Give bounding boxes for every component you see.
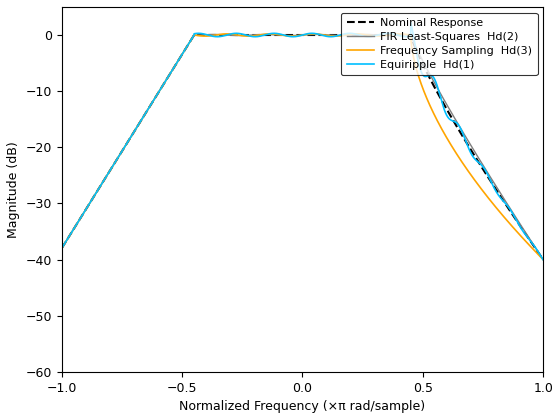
FIR Least-Squares  Hd(2) <box>264 32 271 37</box>
Equiripple  Hd(1) <box>408 24 415 29</box>
FIR Least-Squares  Hd(2) <box>501 197 508 202</box>
FIR Least-Squares  Hd(2) <box>525 234 532 239</box>
Line: FIR Least-Squares  Hd(2): FIR Least-Squares Hd(2) <box>62 34 543 260</box>
Frequency Sampling  Hd(3) <box>525 241 532 247</box>
FIR Least-Squares  Hd(2) <box>260 32 267 37</box>
Nominal Response <box>264 32 271 37</box>
Frequency Sampling  Hd(3) <box>408 43 415 48</box>
Frequency Sampling  Hd(3) <box>260 32 267 37</box>
Y-axis label: Magnitude (dB): Magnitude (dB) <box>7 141 20 238</box>
Frequency Sampling  Hd(3) <box>540 257 547 262</box>
Frequency Sampling  Hd(3) <box>58 246 65 251</box>
FIR Least-Squares  Hd(2) <box>287 33 294 38</box>
Frequency Sampling  Hd(3) <box>287 34 294 39</box>
Legend: Nominal Response, FIR Least-Squares  Hd(2), Frequency Sampling  Hd(3), Equirippl: Nominal Response, FIR Least-Squares Hd(2… <box>341 13 538 75</box>
Nominal Response <box>501 200 508 205</box>
FIR Least-Squares  Hd(2) <box>58 246 65 251</box>
Line: Equiripple  Hd(1): Equiripple Hd(1) <box>62 22 543 260</box>
X-axis label: Normalized Frequency (×π rad/sample): Normalized Frequency (×π rad/sample) <box>179 400 426 413</box>
FIR Least-Squares  Hd(2) <box>540 257 547 262</box>
Nominal Response <box>58 246 65 251</box>
Equiripple  Hd(1) <box>264 32 271 37</box>
Equiripple  Hd(1) <box>540 257 547 262</box>
Nominal Response <box>525 236 532 241</box>
Equiripple  Hd(1) <box>501 200 508 205</box>
Nominal Response <box>287 32 294 37</box>
Nominal Response <box>261 32 268 37</box>
Nominal Response <box>408 35 415 40</box>
Nominal Response <box>191 32 198 37</box>
Equiripple  Hd(1) <box>408 20 414 25</box>
Nominal Response <box>540 257 547 262</box>
Equiripple  Hd(1) <box>287 34 294 39</box>
Frequency Sampling  Hd(3) <box>264 32 271 37</box>
Equiripple  Hd(1) <box>260 33 267 38</box>
Equiripple  Hd(1) <box>58 246 65 251</box>
Frequency Sampling  Hd(3) <box>396 32 403 37</box>
Line: Frequency Sampling  Hd(3): Frequency Sampling Hd(3) <box>62 34 543 260</box>
Line: Nominal Response: Nominal Response <box>62 35 543 260</box>
Frequency Sampling  Hd(3) <box>501 215 508 220</box>
Equiripple  Hd(1) <box>525 236 532 241</box>
FIR Least-Squares  Hd(2) <box>408 35 415 40</box>
FIR Least-Squares  Hd(2) <box>362 32 369 37</box>
